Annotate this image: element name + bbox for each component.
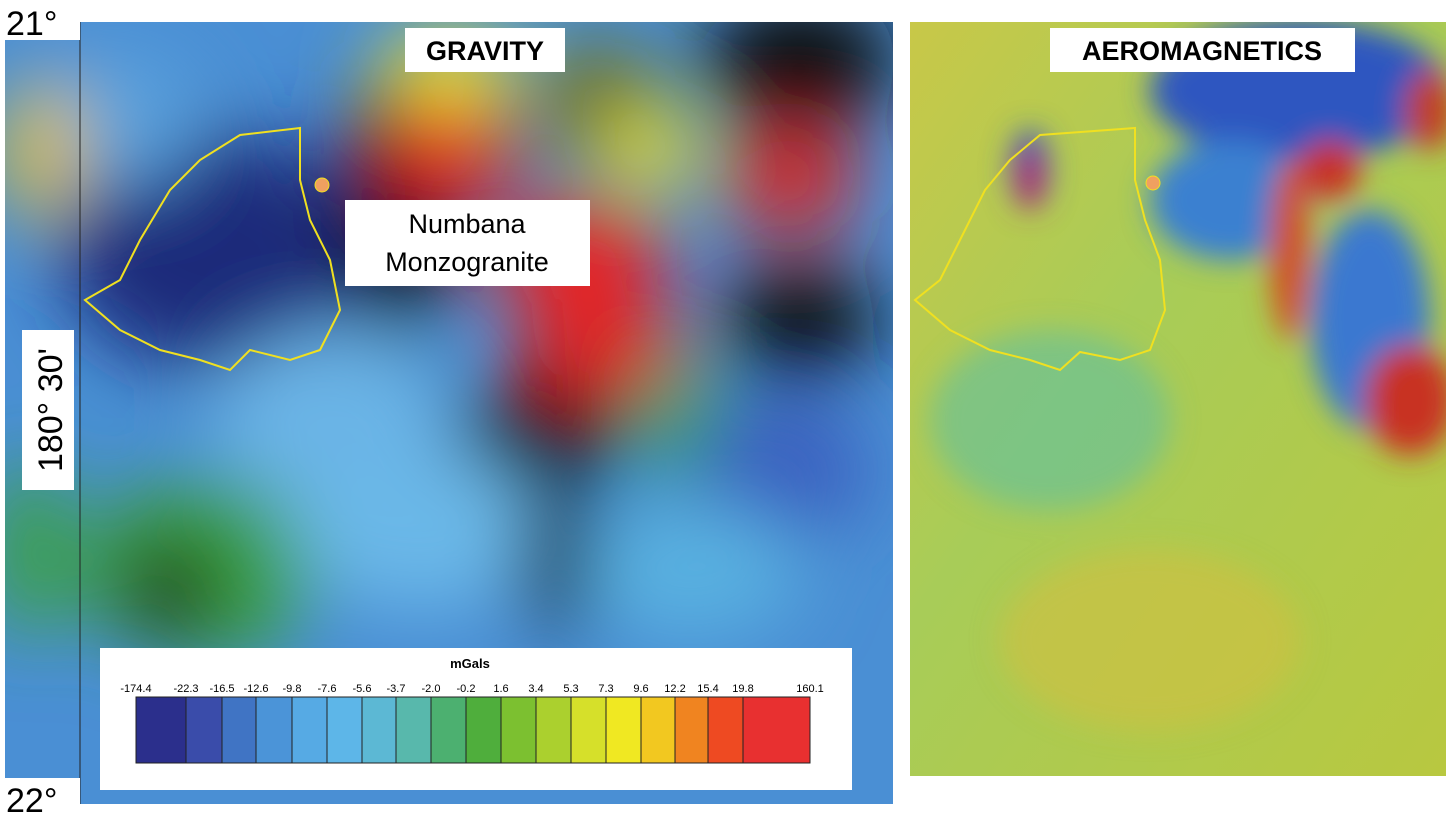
legend-label: 7.3 [598,683,613,695]
legend-swatch [500,696,537,764]
legend-swatch [640,696,676,764]
feature-label: Numbana [408,209,526,239]
legend-swatch [255,696,293,764]
legend-label: -12.6 [243,683,268,695]
legend-label: -3.7 [387,683,406,695]
legend-label: -16.5 [209,683,234,695]
legend-label: -9.8 [283,683,302,695]
legend-label: 160.1 [796,683,824,695]
legend-swatch [707,696,744,764]
legend-label: 5.3 [563,683,578,695]
granite-outline [913,126,1167,372]
title-box [405,28,565,72]
legend-label: 1.6 [493,683,508,695]
feature-label: Monzogranite [385,247,549,277]
coord-box [0,778,80,818]
legend-swatch [221,696,257,764]
legend-swatch [135,696,187,764]
granite-outline [83,126,342,372]
legend-label: -7.6 [318,683,337,695]
title-box [1050,28,1355,72]
panel-title: GRAVITY [426,36,544,66]
coord-box [22,330,74,490]
legend-swatch [430,696,467,764]
legend-swatch [361,696,397,764]
legend-label: 15.4 [697,683,718,695]
legend-title: mGals [450,656,490,671]
legend-swatch [535,696,572,764]
legend-label: -5.6 [353,683,372,695]
legend-label: 9.6 [633,683,648,695]
granite-marker [1145,175,1161,191]
legend-label: -2.0 [422,683,441,695]
latitude-label: 22° [6,782,57,818]
legend-swatch [465,696,502,764]
legend-label: -174.4 [120,683,151,695]
coord-box [0,0,80,40]
legend-swatch [291,696,328,764]
legend-swatch [326,696,363,764]
legend-label: 3.4 [528,683,543,695]
gravity-map [5,22,893,804]
legend-swatch [185,696,223,764]
legend-swatch [674,696,709,764]
legend: mGals -174.4 -22.3 -16.5 -12.6 -9.8 -7.6 -5.6 -… [100,648,852,790]
legend-label: -22.3 [173,683,198,695]
aeromagnetic-map [910,22,1446,776]
legend-swatch [742,696,811,764]
legend-swatch [395,696,432,764]
legend-swatch [570,696,607,764]
legend-swatch [605,696,642,764]
label-box [345,200,590,286]
panel-title: AEROMAGNETICS [1082,36,1322,66]
longitude-label: 180° 30' [32,348,70,472]
legend-label: -0.2 [457,683,476,695]
legend-label: 19.8 [732,683,753,695]
legend-label: 12.2 [664,683,685,695]
granite-marker [314,177,330,193]
latitude-label: 21° [6,5,57,43]
